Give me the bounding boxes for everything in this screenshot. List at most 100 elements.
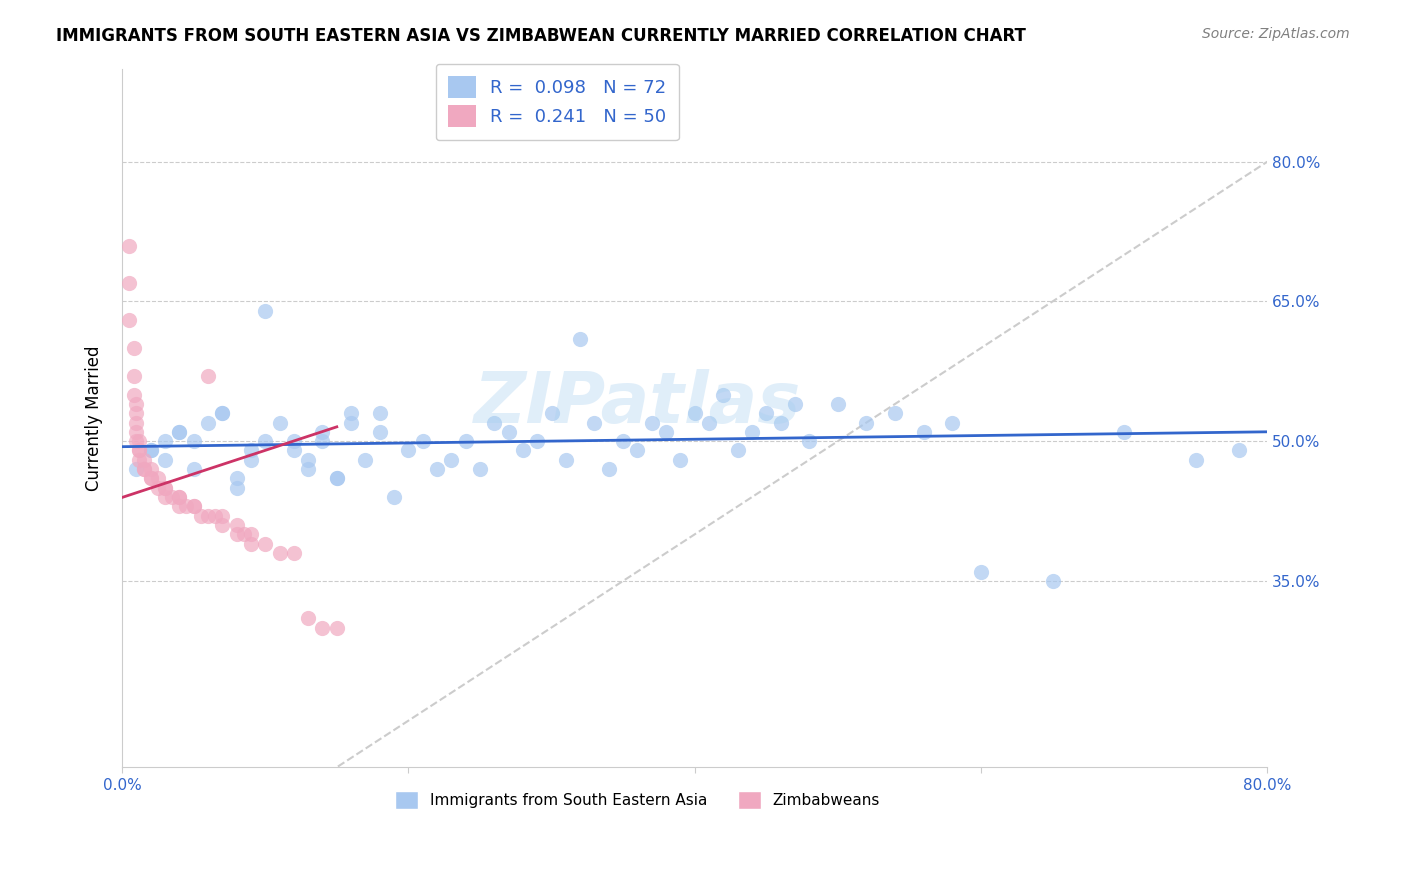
Point — [269, 416, 291, 430]
Point — [468, 462, 491, 476]
Point — [1042, 574, 1064, 588]
Point — [146, 471, 169, 485]
Point — [153, 452, 176, 467]
Point — [118, 238, 141, 252]
Point — [283, 434, 305, 449]
Point — [382, 490, 405, 504]
Point — [153, 434, 176, 449]
Point — [884, 406, 907, 420]
Point — [340, 406, 363, 420]
Point — [204, 508, 226, 523]
Point — [183, 500, 205, 514]
Point — [153, 481, 176, 495]
Point — [139, 443, 162, 458]
Point — [176, 500, 198, 514]
Point — [755, 406, 778, 420]
Point — [225, 471, 247, 485]
Point — [125, 425, 148, 439]
Point — [669, 452, 692, 467]
Point — [125, 462, 148, 476]
Point — [283, 443, 305, 458]
Y-axis label: Currently Married: Currently Married — [86, 345, 103, 491]
Point — [484, 416, 506, 430]
Point — [626, 443, 648, 458]
Point — [254, 303, 277, 318]
Point — [1184, 452, 1206, 467]
Point — [326, 471, 349, 485]
Point — [183, 462, 205, 476]
Point — [412, 434, 434, 449]
Point — [190, 508, 212, 523]
Point — [125, 416, 148, 430]
Point — [583, 416, 606, 430]
Point — [122, 341, 145, 355]
Point — [211, 406, 233, 420]
Point — [211, 518, 233, 533]
Point — [697, 416, 720, 430]
Point — [368, 425, 391, 439]
Point — [655, 425, 678, 439]
Point — [153, 490, 176, 504]
Legend: Immigrants from South Eastern Asia, Zimbabweans: Immigrants from South Eastern Asia, Zimb… — [388, 785, 886, 815]
Point — [160, 490, 183, 504]
Point — [1227, 443, 1250, 458]
Point — [125, 434, 148, 449]
Point — [598, 462, 620, 476]
Point — [827, 397, 849, 411]
Point — [132, 452, 155, 467]
Point — [297, 452, 319, 467]
Point — [311, 434, 333, 449]
Point — [297, 462, 319, 476]
Point — [225, 481, 247, 495]
Point — [326, 620, 349, 634]
Point — [225, 518, 247, 533]
Point — [569, 332, 592, 346]
Point — [125, 397, 148, 411]
Point — [139, 462, 162, 476]
Point — [118, 313, 141, 327]
Point — [197, 508, 219, 523]
Point — [741, 425, 763, 439]
Point — [941, 416, 963, 430]
Point — [769, 416, 792, 430]
Point — [311, 425, 333, 439]
Point — [139, 471, 162, 485]
Point — [340, 416, 363, 430]
Point — [554, 452, 576, 467]
Point — [512, 443, 534, 458]
Point — [122, 368, 145, 383]
Point — [239, 527, 262, 541]
Point — [855, 416, 877, 430]
Point — [440, 452, 463, 467]
Point — [118, 276, 141, 290]
Point — [183, 434, 205, 449]
Point — [139, 443, 162, 458]
Point — [211, 406, 233, 420]
Point — [128, 434, 150, 449]
Point — [326, 471, 349, 485]
Point — [211, 508, 233, 523]
Point — [169, 490, 191, 504]
Point — [612, 434, 634, 449]
Point — [197, 368, 219, 383]
Point — [641, 416, 664, 430]
Point — [269, 546, 291, 560]
Point — [426, 462, 449, 476]
Point — [239, 452, 262, 467]
Point — [454, 434, 477, 449]
Point — [239, 536, 262, 550]
Point — [153, 481, 176, 495]
Point — [128, 443, 150, 458]
Point — [128, 452, 150, 467]
Point — [526, 434, 548, 449]
Point — [912, 425, 935, 439]
Point — [239, 443, 262, 458]
Point — [125, 406, 148, 420]
Point — [146, 481, 169, 495]
Point — [225, 527, 247, 541]
Point — [799, 434, 821, 449]
Point — [683, 406, 706, 420]
Point — [183, 500, 205, 514]
Point — [132, 462, 155, 476]
Point — [283, 546, 305, 560]
